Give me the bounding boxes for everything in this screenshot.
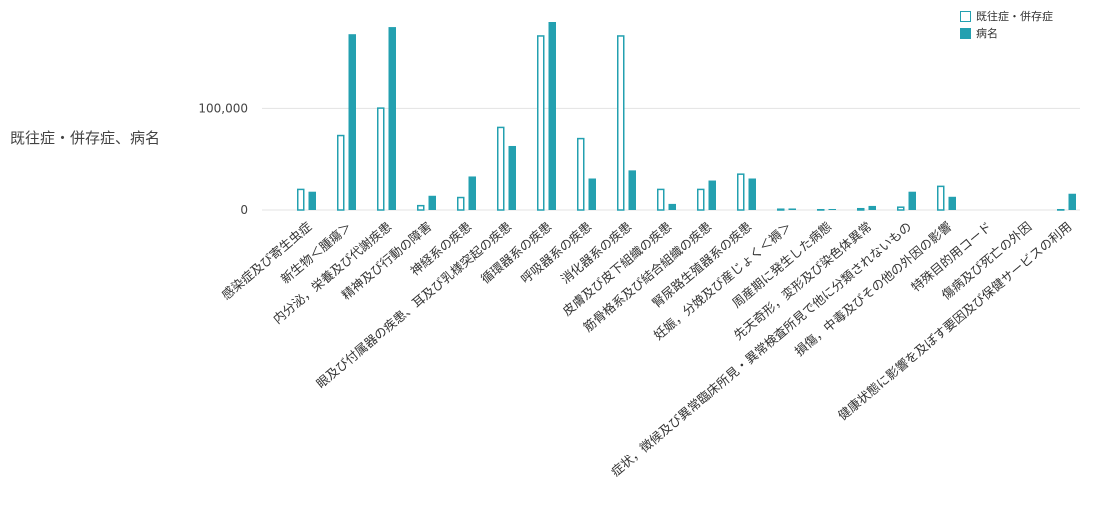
- bar-series-2[interactable]: [348, 34, 357, 210]
- bar-series-2[interactable]: [788, 208, 797, 210]
- bar-series-2[interactable]: [628, 170, 637, 210]
- bar-series-1[interactable]: [657, 188, 665, 211]
- bar-series-2[interactable]: [868, 205, 877, 210]
- bar-series-1[interactable]: [377, 107, 385, 211]
- bar-series-2[interactable]: [948, 196, 957, 210]
- bar-series-2[interactable]: [308, 191, 317, 210]
- bar-series-2[interactable]: [748, 178, 757, 210]
- bar-series-2[interactable]: [548, 22, 557, 210]
- bar-series-1[interactable]: [897, 206, 905, 211]
- y-tick-label: 0: [240, 203, 248, 217]
- bar-series-1[interactable]: [537, 35, 545, 211]
- legend-swatch-filled: [960, 28, 971, 39]
- bar-series-1[interactable]: [297, 188, 305, 211]
- y-tick-label: 100,000: [198, 101, 248, 115]
- bar-series-1[interactable]: [937, 185, 945, 211]
- legend: 既往症・併存症 病名: [960, 8, 1053, 42]
- bar-series-1[interactable]: [337, 134, 345, 211]
- bar-series-2[interactable]: [588, 178, 597, 210]
- bar-series-1[interactable]: [857, 207, 865, 211]
- bar-series-1[interactable]: [617, 35, 625, 211]
- bar-series-1[interactable]: [777, 208, 785, 211]
- bar-series-1[interactable]: [457, 196, 465, 211]
- legend-swatch-outline: [960, 11, 971, 22]
- bar-series-2[interactable]: [388, 27, 397, 210]
- bar-series-1[interactable]: [577, 137, 585, 211]
- bar-series-2[interactable]: [668, 203, 677, 210]
- bar-series-1[interactable]: [697, 188, 705, 211]
- bar-series-1[interactable]: [497, 126, 505, 211]
- bar-series-2[interactable]: [468, 176, 477, 210]
- legend-label-series-2: 病名: [976, 27, 998, 40]
- bar-series-2[interactable]: [828, 208, 837, 210]
- y-axis-label: 既往症・併存症、病名: [10, 129, 161, 147]
- bar-series-1[interactable]: [417, 204, 425, 211]
- bar-series-2[interactable]: [508, 145, 517, 210]
- legend-label-series-1: 既往症・併存症: [976, 10, 1053, 23]
- bar-series-2[interactable]: [708, 180, 717, 210]
- bar-series-2[interactable]: [428, 195, 437, 210]
- bar-series-2[interactable]: [1068, 193, 1077, 210]
- bar-series-1[interactable]: [737, 173, 745, 211]
- bar-series-2[interactable]: [908, 191, 917, 210]
- legend-item-series-2[interactable]: 病名: [960, 25, 1053, 42]
- legend-item-series-1[interactable]: 既往症・併存症: [960, 8, 1053, 25]
